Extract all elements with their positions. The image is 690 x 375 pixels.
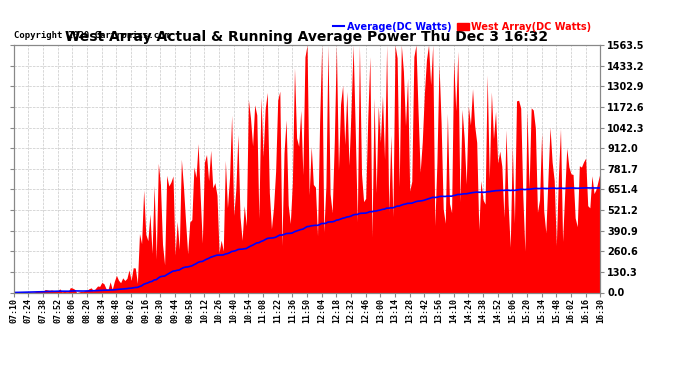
Legend: Average(DC Watts), West Array(DC Watts): Average(DC Watts), West Array(DC Watts): [329, 18, 595, 36]
Title: West Array Actual & Running Average Power Thu Dec 3 16:32: West Array Actual & Running Average Powe…: [66, 30, 549, 44]
Text: Copyright 2020 Cartronics.com: Copyright 2020 Cartronics.com: [14, 31, 170, 40]
